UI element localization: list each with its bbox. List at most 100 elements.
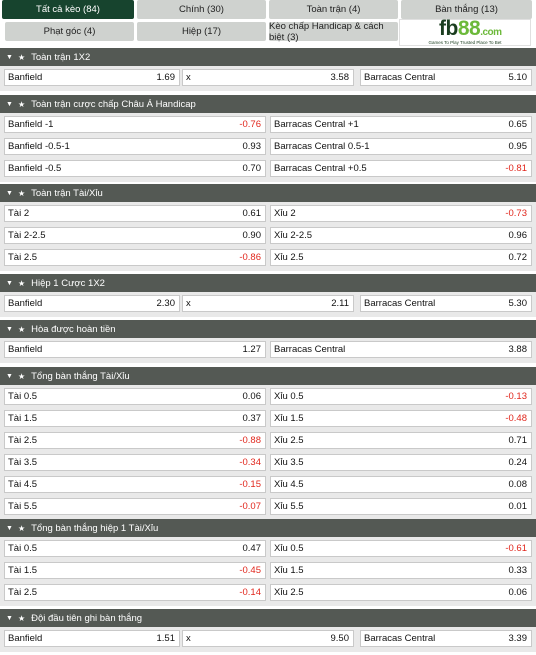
- odds-cell[interactable]: Xỉu 2.5 0.72: [270, 249, 532, 266]
- chevron-down-icon[interactable]: ▼: [6, 279, 13, 287]
- fb88-logo: fb88.com Games To Play Trusted Place To …: [399, 16, 531, 46]
- selection-label: Barracas Central +1: [274, 119, 359, 130]
- logo-88: 88: [457, 16, 481, 40]
- selection-label: Banfield -0.5-1: [8, 141, 70, 152]
- star-icon[interactable]: ★: [17, 52, 26, 62]
- selection-label: Barracas Central: [364, 298, 436, 309]
- star-icon[interactable]: ★: [17, 371, 26, 381]
- odds-value: 5.30: [508, 298, 528, 309]
- odds-value: 0.93: [242, 141, 262, 152]
- odds-cell[interactable]: Tài 2-2.5 0.90: [4, 227, 266, 244]
- market-header[interactable]: ▼ ★ Đội đầu tiên ghi bàn thắng: [0, 609, 536, 627]
- market-header[interactable]: ▼ ★ Toàn trận cược chấp Châu Á Handicap: [0, 95, 536, 113]
- odds-cell[interactable]: Tài 2.5 -0.14: [4, 584, 266, 601]
- market-title: Hiệp 1 Cược 1X2: [31, 277, 105, 289]
- odds-cell[interactable]: Tài 1.5 0.37: [4, 410, 266, 427]
- odds-cell[interactable]: Tài 1.5 -0.45: [4, 562, 266, 579]
- odds-cell[interactable]: Barracas Central +1 0.65: [270, 116, 532, 133]
- chevron-down-icon[interactable]: ▼: [6, 524, 13, 532]
- odds-cell[interactable]: Xỉu 0.5 -0.61: [270, 540, 532, 557]
- odds-value: 0.06: [242, 391, 262, 402]
- odds-cell[interactable]: Barracas Central 5.30: [360, 295, 532, 312]
- star-icon[interactable]: ★: [17, 613, 26, 623]
- market-title: Tổng bàn thắng hiệp 1 Tài/Xỉu: [31, 522, 159, 534]
- selection-label: Xỉu 3.5: [274, 457, 304, 468]
- odds-cell[interactable]: Xỉu 5.5 0.01: [270, 498, 532, 515]
- chevron-down-icon[interactable]: ▼: [6, 189, 13, 197]
- tab-half[interactable]: Hiệp (17): [137, 22, 266, 41]
- odds-value: 0.72: [508, 252, 528, 263]
- odds-cell[interactable]: x 3.58: [182, 69, 354, 86]
- star-icon[interactable]: ★: [17, 188, 26, 198]
- market-header[interactable]: ▼ ★ Hòa được hoàn tiền: [0, 320, 536, 338]
- odds-cell[interactable]: Tài 4.5 -0.15: [4, 476, 266, 493]
- tab-full-match[interactable]: Toàn trận (4): [269, 0, 398, 19]
- odds-cell[interactable]: Barracas Central 3.39: [360, 630, 532, 647]
- selection-label: Tài 2.5: [8, 435, 38, 446]
- odds-cell[interactable]: Banfield 2.30: [4, 295, 180, 312]
- star-icon[interactable]: ★: [17, 99, 26, 109]
- market-header[interactable]: ▼ ★ Tổng bàn thắng hiệp 1 Tài/Xỉu: [0, 519, 536, 537]
- chevron-down-icon[interactable]: ▼: [6, 53, 13, 61]
- odds-value: 5.10: [508, 72, 528, 83]
- odds-cell[interactable]: Tài 0.5 0.06: [4, 388, 266, 405]
- tab-goals[interactable]: Bàn thắng (13): [401, 0, 532, 19]
- star-icon[interactable]: ★: [17, 523, 26, 533]
- odds-cell[interactable]: Tài 2 0.61: [4, 205, 266, 222]
- chevron-down-icon[interactable]: ▼: [6, 372, 13, 380]
- odds-cell[interactable]: Barracas Central 0.5-1 0.95: [270, 138, 532, 155]
- odds-cell[interactable]: Tài 2.5 -0.86: [4, 249, 266, 266]
- odds-cell[interactable]: Banfield 1.27: [4, 341, 266, 358]
- odds-cell[interactable]: Barracas Central 5.10: [360, 69, 532, 86]
- chevron-down-icon[interactable]: ▼: [6, 325, 13, 333]
- market-header[interactable]: ▼ ★ Toàn trận 1X2: [0, 48, 536, 66]
- market-header[interactable]: ▼ ★ Tổng bàn thắng Tài/Xỉu: [0, 367, 536, 385]
- odds-cell[interactable]: Tài 5.5 -0.07: [4, 498, 266, 515]
- odds-cell[interactable]: Banfield -0.5-1 0.93: [4, 138, 266, 155]
- market-title: Toàn trận 1X2: [31, 51, 91, 63]
- odds-cell[interactable]: Xỉu 2.5 0.71: [270, 432, 532, 449]
- selection-label: Banfield: [8, 633, 43, 644]
- chevron-down-icon[interactable]: ▼: [6, 100, 13, 108]
- market-header[interactable]: ▼ ★ Hiệp 1 Cược 1X2: [0, 274, 536, 292]
- odds-cell[interactable]: Xỉu 1.5 0.33: [270, 562, 532, 579]
- odds-cell[interactable]: Xỉu 2-2.5 0.96: [270, 227, 532, 244]
- odds-cell[interactable]: Banfield -0.5 0.70: [4, 160, 266, 177]
- tab-corners[interactable]: Phạt góc (4): [5, 22, 134, 41]
- odds-cell[interactable]: Banfield -1 -0.76: [4, 116, 266, 133]
- odds-cell[interactable]: Tài 2.5 -0.88: [4, 432, 266, 449]
- odds-cell[interactable]: x 2.11: [182, 295, 354, 312]
- tab-handicap[interactable]: Kèo chấp Handicap & cách biệt (3): [269, 21, 398, 43]
- selection-label: Xỉu 1.5: [274, 565, 304, 576]
- odds-value: 0.90: [242, 230, 262, 241]
- odds-cell[interactable]: Xỉu 1.5 -0.48: [270, 410, 532, 427]
- odds-cell[interactable]: Barracas Central 3.88: [270, 341, 532, 358]
- selection-label: Xỉu 1.5: [274, 413, 304, 424]
- selection-label: Xỉu 5.5: [274, 501, 304, 512]
- chevron-down-icon[interactable]: ▼: [6, 614, 13, 622]
- tab-all-markets[interactable]: Tất cả kèo (84): [2, 0, 134, 19]
- odds-value: 3.39: [508, 633, 528, 644]
- odds-cell[interactable]: Banfield 1.51: [4, 630, 180, 647]
- star-icon[interactable]: ★: [17, 278, 26, 288]
- odds-cell[interactable]: Tài 3.5 -0.34: [4, 454, 266, 471]
- selection-label: x: [186, 72, 191, 83]
- odds-cell[interactable]: Xỉu 2 -0.73: [270, 205, 532, 222]
- odds-cell[interactable]: Xỉu 0.5 -0.13: [270, 388, 532, 405]
- odds-cell[interactable]: Xỉu 4.5 0.08: [270, 476, 532, 493]
- odds-cell[interactable]: Xỉu 3.5 0.24: [270, 454, 532, 471]
- odds-cell[interactable]: Tài 0.5 0.47: [4, 540, 266, 557]
- market-title: Đội đầu tiên ghi bàn thắng: [31, 612, 143, 624]
- odds-value: 1.27: [242, 344, 262, 355]
- odds-cell[interactable]: Banfield 1.69: [4, 69, 180, 86]
- odds-cell[interactable]: x 9.50: [182, 630, 354, 647]
- odds-value: 0.37: [242, 413, 262, 424]
- market-header[interactable]: ▼ ★ Toàn trận Tài/Xỉu: [0, 184, 536, 202]
- odds-value: 0.01: [508, 501, 528, 512]
- odds-cell[interactable]: Xỉu 2.5 0.06: [270, 584, 532, 601]
- tab-main[interactable]: Chính (30): [137, 0, 266, 19]
- selection-label: Banfield: [8, 298, 43, 309]
- odds-value: 0.70: [242, 163, 262, 174]
- star-icon[interactable]: ★: [17, 324, 26, 334]
- odds-cell[interactable]: Barracas Central +0.5 -0.81: [270, 160, 532, 177]
